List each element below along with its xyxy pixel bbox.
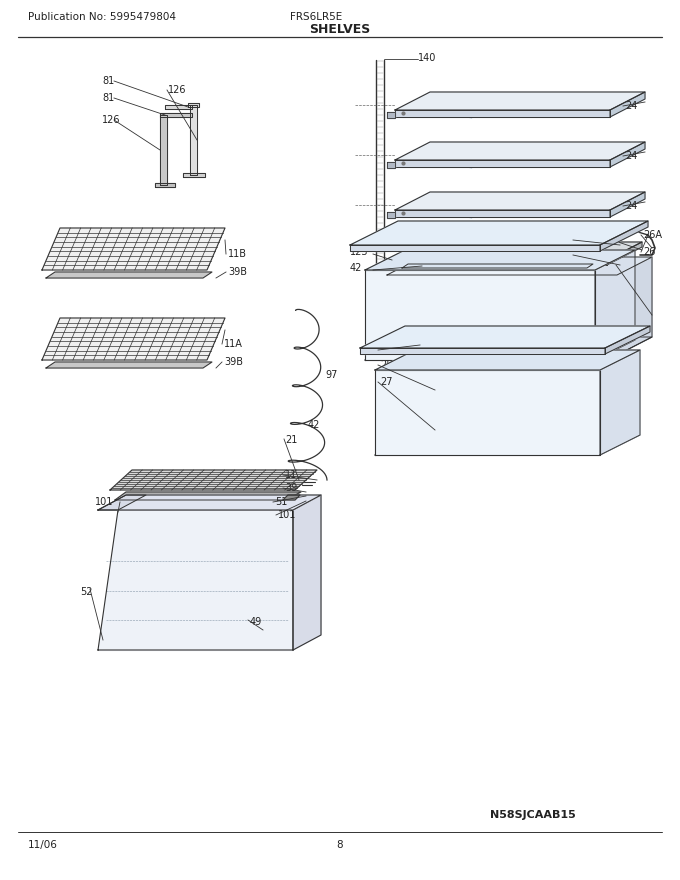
Polygon shape [387, 275, 617, 355]
Polygon shape [387, 212, 395, 218]
Text: SHELVES: SHELVES [309, 23, 371, 35]
Polygon shape [110, 470, 317, 490]
Text: 62: 62 [618, 260, 630, 270]
Polygon shape [387, 162, 395, 168]
Polygon shape [293, 495, 321, 650]
Polygon shape [605, 326, 650, 354]
Text: Publication No: 5995479804: Publication No: 5995479804 [28, 12, 176, 22]
Text: 11B: 11B [228, 249, 247, 259]
Polygon shape [402, 264, 593, 268]
Text: 42: 42 [350, 263, 362, 273]
Polygon shape [188, 103, 199, 107]
Text: 123: 123 [350, 247, 369, 257]
Text: 27: 27 [380, 377, 392, 387]
Polygon shape [165, 105, 192, 109]
Text: 81: 81 [102, 93, 114, 103]
Polygon shape [375, 435, 640, 455]
Polygon shape [350, 245, 600, 251]
Text: 126: 126 [102, 115, 120, 125]
Polygon shape [395, 160, 610, 167]
Text: 42: 42 [308, 420, 320, 430]
Polygon shape [600, 221, 648, 251]
Polygon shape [46, 362, 212, 368]
Polygon shape [395, 110, 610, 117]
Text: 25: 25 [480, 245, 492, 255]
Text: 51: 51 [275, 497, 288, 507]
Polygon shape [190, 105, 197, 175]
Polygon shape [365, 250, 635, 270]
Polygon shape [375, 370, 600, 455]
Text: 140: 140 [418, 53, 437, 63]
Text: 11/06: 11/06 [28, 840, 58, 850]
Text: 24: 24 [625, 101, 637, 111]
Text: 52: 52 [80, 587, 92, 597]
Polygon shape [42, 228, 225, 270]
Polygon shape [395, 142, 645, 160]
Text: FRS6LR5E: FRS6LR5E [290, 12, 342, 22]
Polygon shape [595, 250, 635, 360]
Text: 126: 126 [168, 85, 186, 95]
Polygon shape [387, 112, 395, 118]
Polygon shape [607, 242, 642, 265]
Polygon shape [350, 221, 648, 245]
Polygon shape [610, 192, 645, 217]
Polygon shape [395, 210, 610, 217]
Text: 11: 11 [285, 470, 297, 480]
Text: 8: 8 [337, 840, 343, 850]
Text: 21: 21 [285, 435, 297, 445]
Polygon shape [617, 257, 652, 355]
Polygon shape [46, 272, 212, 278]
Polygon shape [610, 92, 645, 117]
Polygon shape [42, 318, 225, 360]
Text: 42: 42 [590, 235, 602, 245]
Polygon shape [387, 257, 652, 275]
Text: 47: 47 [575, 235, 588, 245]
Text: 49: 49 [250, 617, 262, 627]
Text: 101: 101 [278, 510, 296, 520]
Text: N58SJCAAB15: N58SJCAAB15 [490, 810, 576, 820]
Text: 39B: 39B [228, 267, 247, 277]
Text: 26A: 26A [643, 230, 662, 240]
Text: 24: 24 [625, 201, 637, 211]
Text: 101: 101 [95, 497, 114, 507]
Text: 11A: 11A [224, 339, 243, 349]
Polygon shape [360, 348, 605, 354]
Polygon shape [160, 113, 192, 117]
Text: 47A: 47A [380, 345, 399, 355]
Polygon shape [360, 326, 650, 348]
Polygon shape [160, 115, 167, 185]
Polygon shape [365, 270, 595, 360]
Text: 39: 39 [285, 483, 297, 493]
Polygon shape [283, 495, 300, 500]
Polygon shape [98, 510, 293, 650]
Text: 24: 24 [625, 151, 637, 161]
Text: 39B: 39B [224, 357, 243, 367]
Polygon shape [375, 350, 640, 370]
Text: 26: 26 [643, 247, 656, 257]
Text: 81: 81 [102, 76, 114, 86]
Polygon shape [395, 192, 645, 210]
Polygon shape [392, 260, 607, 265]
Polygon shape [395, 92, 645, 110]
Polygon shape [610, 142, 645, 167]
Polygon shape [155, 183, 175, 187]
Text: 25A: 25A [380, 360, 399, 370]
Polygon shape [98, 495, 146, 510]
Text: 47: 47 [480, 230, 492, 240]
Polygon shape [387, 337, 652, 355]
Text: 25: 25 [575, 250, 588, 260]
Polygon shape [98, 495, 321, 510]
Text: 97: 97 [325, 370, 337, 380]
Polygon shape [183, 173, 205, 177]
Polygon shape [115, 492, 301, 500]
Polygon shape [600, 350, 640, 455]
Polygon shape [365, 340, 635, 360]
Polygon shape [392, 242, 642, 260]
